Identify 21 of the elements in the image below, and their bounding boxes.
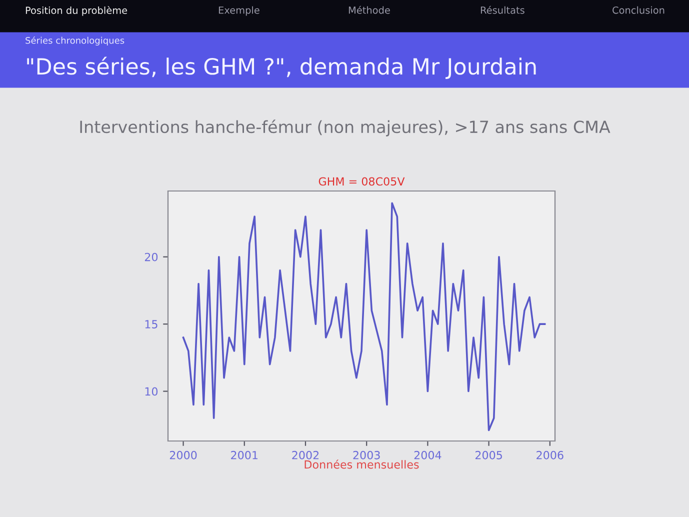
x-tick-label: 2004: [414, 450, 442, 460]
text: Conclusion: [612, 6, 664, 14]
text: "Des séries, les GHM ?", demanda Mr Jourdain: [27, 56, 536, 79]
x-tick-label: 2000: [170, 450, 197, 460]
text: Exemple: [218, 6, 260, 16]
y-tick-label: 20: [144, 252, 158, 262]
text: Résultats: [480, 6, 524, 14]
text: Séries chronologiques: [26, 36, 124, 46]
y-tick-label: 10: [145, 387, 158, 396]
chart-subtitle: Interventions hanche-fémur (non majeures), >17 ans sans CMA: [80, 120, 610, 136]
x-tick-label: 2005: [475, 450, 502, 460]
y-tick-label: 15: [145, 320, 158, 328]
text: Méthode: [348, 6, 390, 14]
x-tick-label: 2006: [536, 450, 564, 460]
x-tick-label: 2002: [292, 450, 319, 460]
line-series: [182, 202, 546, 432]
x-tick-label: 2003: [353, 450, 380, 460]
x-axis-title: Données mensuelles: [304, 460, 419, 469]
chart-title: GHM = 08C05V: [318, 177, 405, 186]
text: Position du problème: [26, 6, 128, 16]
x-tick-label: 2001: [231, 450, 258, 460]
